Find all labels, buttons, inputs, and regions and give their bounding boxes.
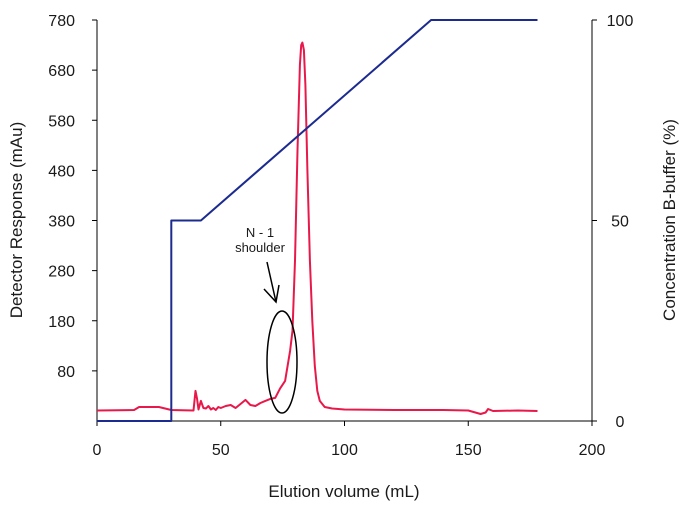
y-left-tick-label: 480: [48, 163, 75, 180]
y-left-tick-label: 780: [48, 13, 75, 30]
n1-shoulder-ellipse: [266, 310, 298, 414]
annotation: N - 1 shoulder: [235, 225, 298, 414]
annotation-label-line1: N - 1: [246, 225, 274, 240]
x-tick-label: 150: [455, 442, 482, 459]
series-lines: [96, 19, 538, 422]
right-axis-title: Concentration B-buffer (%): [660, 119, 679, 321]
x-axis-title: Elution volume (mL): [268, 482, 419, 501]
y-left-tick-label: 380: [48, 214, 75, 231]
x-tick-label: 50: [212, 442, 230, 459]
annotation-arrow-head: [263, 284, 280, 304]
y-left-tick-label: 180: [48, 314, 75, 331]
left-axis-title: Detector Response (mAu): [7, 122, 26, 319]
annotation-arrow-shaft: [266, 261, 277, 303]
detector-response-line: [96, 41, 538, 415]
y-left-tick-label: 680: [48, 63, 75, 80]
x-tick-label: 0: [93, 442, 102, 459]
y-right-tick-label: 0: [616, 414, 625, 431]
y-right-tick-label: 50: [611, 214, 629, 231]
y-left-tick-label: 80: [57, 364, 75, 381]
x-tick-label: 100: [331, 442, 358, 459]
ticks: 0 50 100 150 200 80 180 280 380 480 580 680 780 0 50 10…: [48, 13, 633, 459]
buffer-concentration-line: [97, 19, 538, 422]
annotation-label-line2: shoulder: [235, 240, 286, 255]
y-left-tick-label: 580: [48, 113, 75, 130]
x-tick-label: 200: [579, 442, 606, 459]
y-left-tick-label: 280: [48, 264, 75, 281]
y-right-tick-label: 100: [607, 13, 634, 30]
